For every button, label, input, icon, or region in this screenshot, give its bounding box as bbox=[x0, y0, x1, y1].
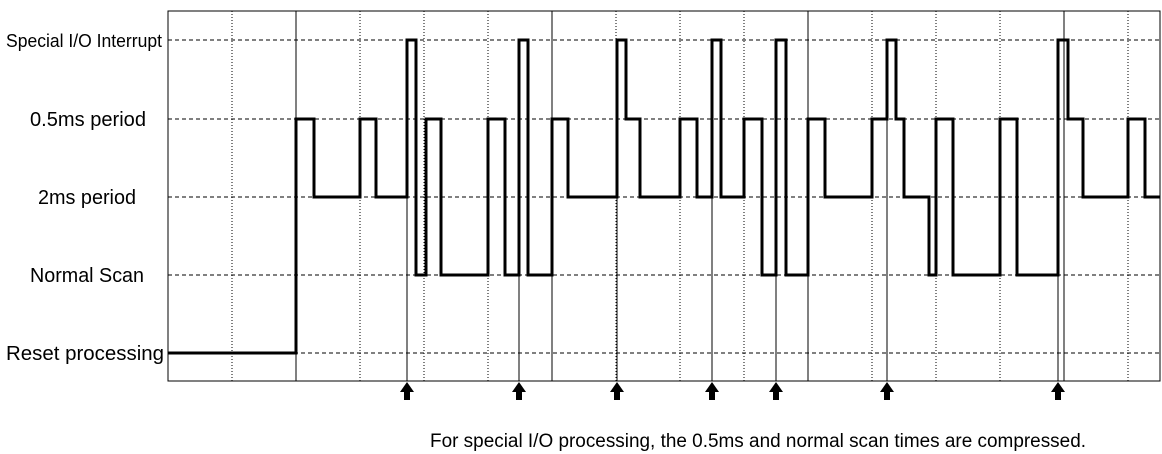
up-arrow-icon bbox=[610, 382, 624, 400]
timing-waveform bbox=[168, 38, 1160, 355]
diagram-caption: For special I/O processing, the 0.5ms an… bbox=[430, 431, 1086, 452]
label-reset-processing: Reset processing bbox=[6, 343, 164, 365]
interrupt-arrows bbox=[400, 382, 1065, 400]
label-normal-scan: Normal Scan bbox=[30, 265, 144, 287]
label-05ms-period: 0.5ms period bbox=[30, 109, 146, 131]
up-arrow-icon bbox=[400, 382, 414, 400]
up-arrow-icon bbox=[769, 382, 783, 400]
up-arrow-icon bbox=[1051, 382, 1065, 400]
up-arrow-icon bbox=[512, 382, 526, 400]
label-2ms-period: 2ms period bbox=[38, 187, 136, 209]
up-arrow-icon bbox=[705, 382, 719, 400]
label-special-io-interrupt: Special I/O Interrupt bbox=[6, 31, 162, 51]
up-arrow-icon bbox=[880, 382, 894, 400]
